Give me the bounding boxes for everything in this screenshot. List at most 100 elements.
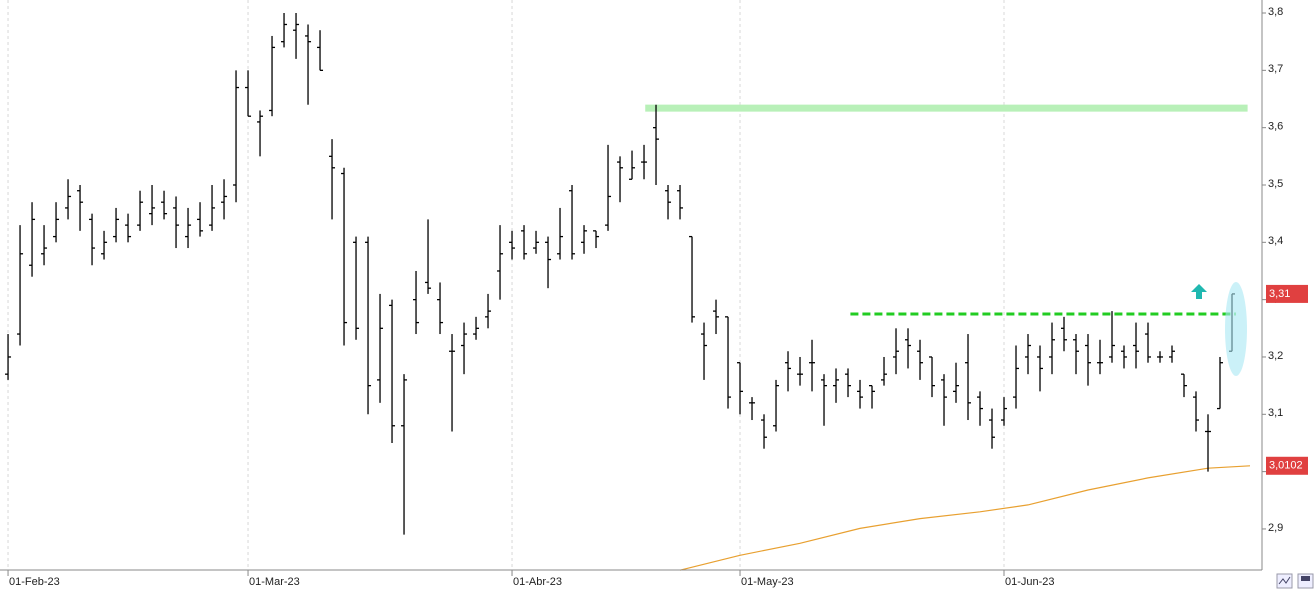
ohlc-bar	[713, 299, 720, 335]
ohlc-bar	[881, 356, 888, 386]
moving-average	[679, 465, 1251, 571]
y-tick-label: 3,8	[1268, 6, 1283, 18]
price-label: 3,31	[1269, 288, 1290, 300]
ohlc-bar	[1109, 311, 1116, 363]
y-tick-label: 3,6	[1268, 121, 1283, 133]
ohlc-bar	[497, 225, 504, 300]
ohlc-bar	[977, 391, 984, 426]
ohlc-bar	[941, 374, 948, 426]
ohlc-bar	[257, 110, 264, 157]
ohlc-bar	[485, 293, 492, 329]
ohlc-bar	[1049, 322, 1056, 375]
ohlc-bar	[197, 202, 204, 237]
ohlc-bar	[137, 190, 144, 231]
ohlc-bar	[1013, 345, 1020, 409]
ohlc-bar	[293, 13, 300, 59]
ohlc-bar	[953, 362, 960, 403]
ohlc-bar	[317, 30, 324, 71]
bars	[5, 13, 1236, 535]
price-label-box	[1266, 456, 1308, 475]
ohlc-bar	[473, 316, 480, 340]
ohlc-bar	[845, 368, 852, 398]
price-label-box	[1266, 284, 1308, 303]
ohlc-bar	[377, 293, 384, 403]
price-label: 3,0102	[1269, 460, 1303, 472]
y-tick-label: 3,4	[1268, 235, 1283, 247]
ohlc-bar	[65, 179, 72, 220]
ohlc-bar	[425, 219, 432, 294]
ohlc-bar	[749, 397, 756, 421]
ohlc-bar	[701, 322, 708, 380]
ohlc-bar	[665, 184, 672, 220]
ohlc-bar	[737, 362, 744, 415]
ohlc-bar	[809, 339, 816, 392]
ohlc-bar	[1133, 322, 1140, 369]
ohlc-bar	[221, 179, 228, 220]
up-arrow	[1191, 284, 1207, 299]
ohlc-bar	[185, 207, 192, 249]
ohlc-bar	[773, 379, 780, 432]
ohlc-bar	[41, 225, 48, 266]
y-tick-label: 3,2	[1268, 350, 1283, 362]
ohlc-bar	[389, 299, 396, 443]
ohlc-bar	[149, 184, 156, 226]
y-tick-label: 3,7	[1268, 63, 1283, 75]
ohlc-bar	[533, 230, 540, 254]
toolbar-icons[interactable]	[1276, 573, 1314, 589]
ohlc-bar	[785, 351, 792, 392]
grid	[7, 0, 1005, 570]
ohlc-bar	[1217, 356, 1224, 410]
ohlc-bar	[461, 322, 468, 375]
icon-chart-glyph	[1278, 576, 1291, 585]
ohlc-bar	[1181, 373, 1188, 398]
ohlc-bar	[233, 70, 240, 203]
ohlc-bar	[401, 374, 408, 535]
icon-save-glyph	[1301, 576, 1310, 581]
ohlc-bar	[893, 328, 900, 375]
ohlc-bar	[557, 207, 564, 260]
x-tick-label: 01-Mar-23	[249, 576, 300, 588]
ohlc-bar	[17, 225, 24, 346]
ohlc-bar	[965, 334, 972, 421]
ohlc-bar	[1121, 345, 1128, 369]
ohlc-bar	[269, 35, 276, 117]
ohlc-bar	[1145, 322, 1152, 363]
ohlc-bar	[857, 379, 864, 409]
ohlc-bar	[653, 104, 660, 185]
ohlc-bar	[605, 144, 612, 231]
ohlc-bar	[161, 190, 168, 220]
ohlc-bar	[689, 235, 696, 323]
ohlc-bar	[509, 230, 516, 260]
ohlc-bar	[101, 230, 108, 260]
x-tick-label: 01-Abr-23	[513, 576, 562, 588]
ohlc-bar	[821, 374, 828, 426]
ohlc-bar	[1157, 351, 1164, 363]
ohlc-bar	[581, 225, 588, 254]
ohlc-bar	[905, 328, 912, 369]
levels	[645, 104, 1251, 571]
ohlc-bar	[917, 339, 924, 380]
ohlc-bar	[929, 356, 936, 398]
ohlc-bar	[593, 230, 600, 249]
x-tick-label: 01-Feb-23	[9, 576, 60, 588]
ohlc-bar	[281, 13, 288, 48]
ohlc-bar	[629, 150, 636, 180]
ohlc-bar	[53, 202, 60, 243]
x-tick-label: 01-May-23	[741, 576, 794, 588]
ohlc-bar	[77, 184, 84, 231]
x-tick-label: 01-Jun-23	[1005, 576, 1055, 588]
ohlc-bar	[173, 196, 180, 249]
ohlc-bar	[245, 70, 252, 117]
ohlc-bar	[1205, 414, 1212, 472]
ohlc-bar	[1061, 316, 1068, 352]
ohlc-bar	[329, 139, 336, 220]
ohlc-bar	[1193, 391, 1200, 432]
ohlc-bar	[761, 414, 768, 449]
ohlc-bar	[569, 184, 576, 260]
ohlc-bar	[341, 167, 348, 346]
ohlc-bar	[545, 236, 552, 289]
ohlc-bar	[5, 334, 12, 380]
ohlc-bar	[437, 282, 444, 335]
